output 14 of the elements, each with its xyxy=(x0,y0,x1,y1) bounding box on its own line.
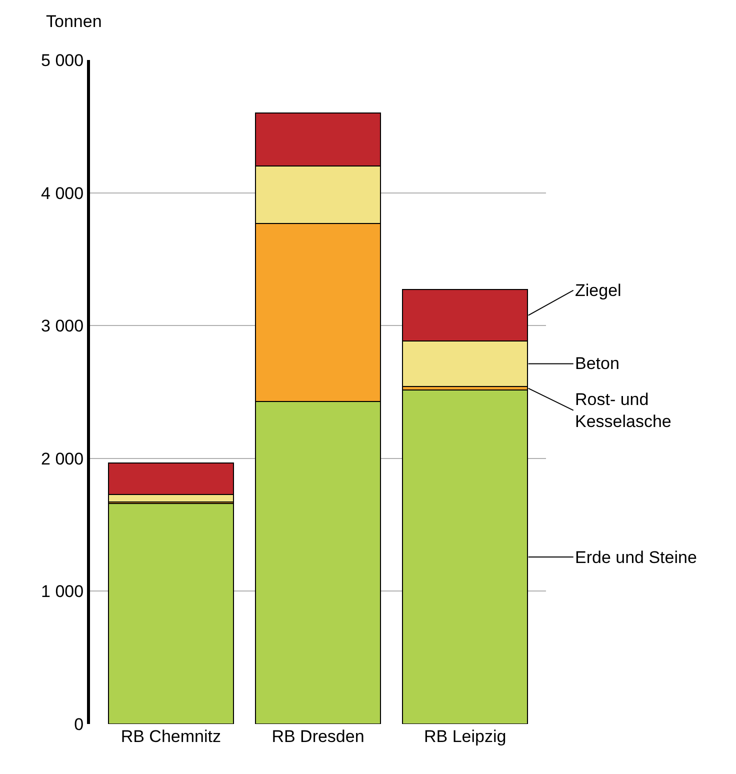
legend-label: Erde und Steine xyxy=(575,548,697,567)
y-tick-label: 5 000 xyxy=(41,50,84,70)
text: Ziegel xyxy=(575,281,622,300)
y-axis-title: Tonnen xyxy=(46,12,102,31)
legend-label: Beton xyxy=(575,354,620,373)
y-tick-label: 1 000 xyxy=(41,582,84,602)
legend-label: Rost- und Kesselasche xyxy=(575,390,672,432)
y-tick-label: 0 xyxy=(74,714,84,734)
y-tick-label: 4 000 xyxy=(41,184,84,203)
x-tick-label: RB Dresden xyxy=(272,727,364,746)
y-tick-label: 2 000 xyxy=(41,449,84,468)
x-tick-label: RB Chemnitz xyxy=(120,727,221,746)
y-tick-label: 3 000 xyxy=(41,316,84,336)
x-tick-label: RB Leipzig xyxy=(424,727,506,746)
